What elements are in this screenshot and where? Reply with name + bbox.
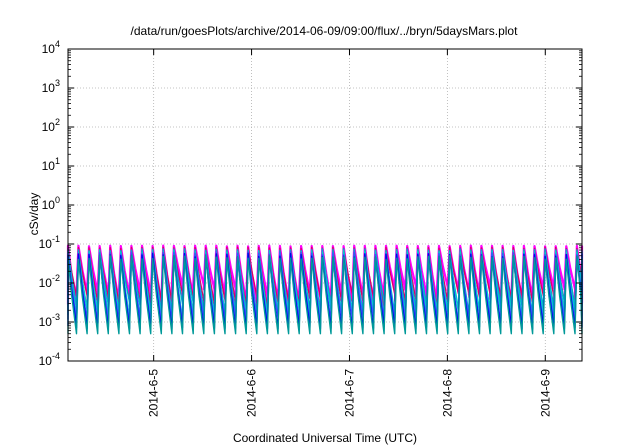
plot-frame <box>67 48 583 362</box>
y-tick-label: 10-4 <box>39 351 60 368</box>
grid <box>68 49 582 361</box>
y-tick-label: 101 <box>42 156 60 173</box>
x-tick-label: 2014-6-6 <box>245 369 259 417</box>
y-axis: 10-4 10-3 10-2 10-1 100 101 102 103 104 <box>39 39 582 368</box>
y-tick-label: 103 <box>42 78 60 95</box>
x-axis: 2014-6-5 2014-6-6 2014-6-7 2014-6-8 2014-6-9 <box>147 49 552 417</box>
y-tick-label: 10-1 <box>39 234 60 251</box>
x-tick-label: 2014-6-9 <box>538 369 552 417</box>
x-tick-label: 2014-6-8 <box>440 369 454 417</box>
series-group <box>66 244 584 335</box>
x-tick-label: 2014-6-7 <box>342 369 356 417</box>
chart-title: /data/run/goesPlots/archive/2014-06-09/0… <box>131 24 519 38</box>
x-tick-label: 2014-6-5 <box>147 369 161 417</box>
y-tick-label: 102 <box>42 117 60 134</box>
y-tick-label: 10-2 <box>39 273 60 290</box>
y-axis-label: cSv/day <box>27 193 41 236</box>
y-tick-label: 10-3 <box>39 312 60 329</box>
y-tick-label: 104 <box>42 39 60 56</box>
series-line <box>67 254 583 335</box>
y-tick-label: 100 <box>42 195 60 212</box>
x-axis-label: Coordinated Universal Time (UTC) <box>233 431 417 445</box>
